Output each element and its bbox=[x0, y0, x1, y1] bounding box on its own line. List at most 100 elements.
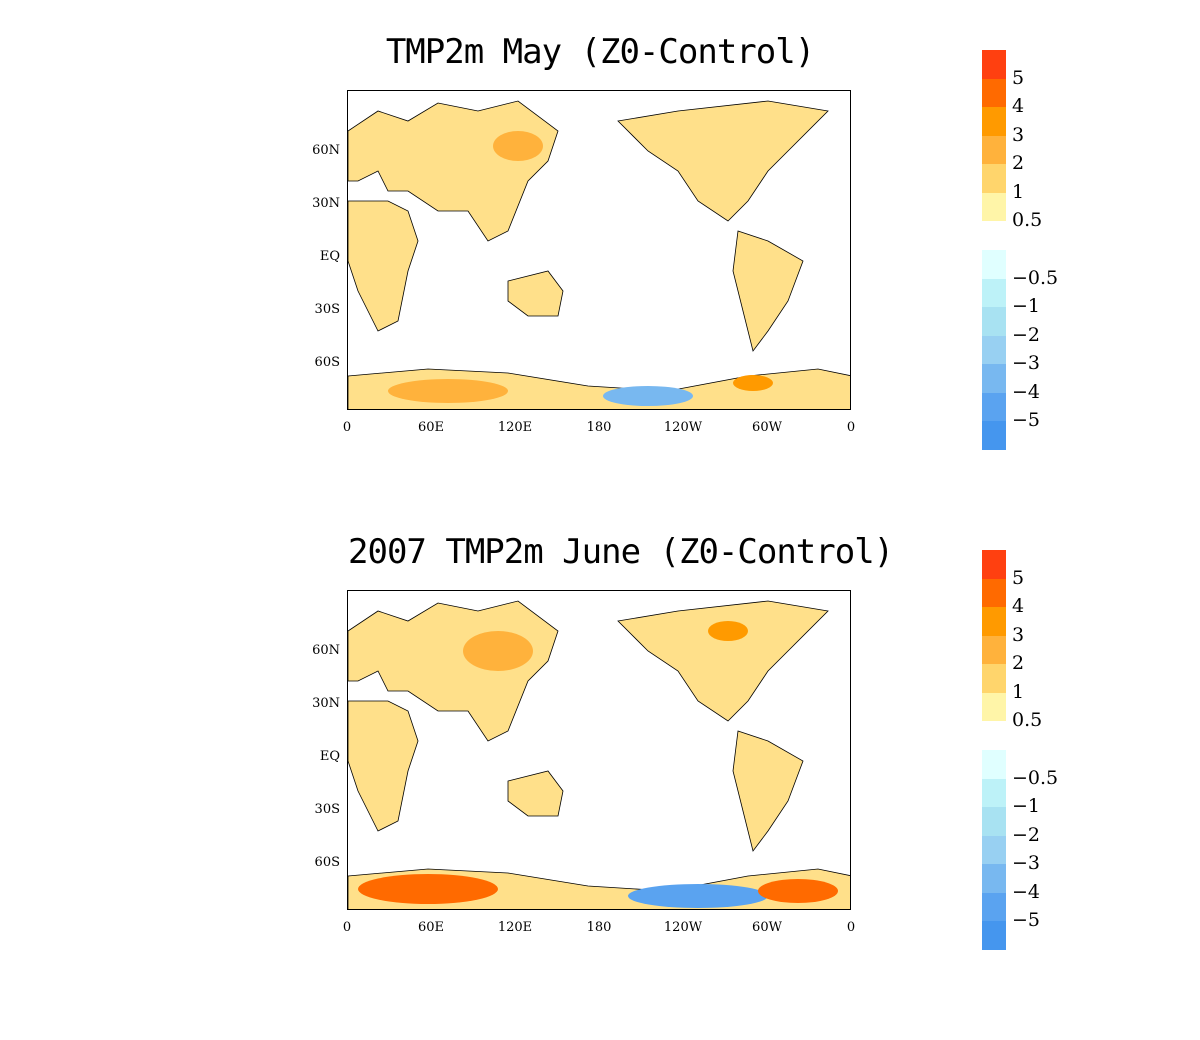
colorbar-label: −2 bbox=[1012, 323, 1041, 346]
colorbar-swatch bbox=[982, 107, 1006, 137]
lon-label-60w: 60W bbox=[752, 920, 782, 935]
colorbar-label: 3 bbox=[1012, 123, 1025, 146]
lat-label-30n: 30N bbox=[312, 696, 340, 711]
colorbar-label: −4 bbox=[1012, 880, 1041, 903]
warm-anomaly-siberia bbox=[463, 631, 533, 671]
map-area bbox=[347, 590, 851, 910]
colorbar-swatch bbox=[982, 192, 1006, 222]
colorbar-swatch bbox=[982, 250, 1006, 280]
colorbar-swatch bbox=[982, 78, 1006, 108]
warm-anomaly-siberia bbox=[493, 131, 543, 161]
colorbar-label: 3 bbox=[1012, 623, 1025, 646]
colorbar-label: −3 bbox=[1012, 352, 1041, 375]
lat-label-eq: EQ bbox=[319, 249, 340, 264]
australia bbox=[507, 770, 564, 817]
colorbar-label: −0.5 bbox=[1012, 266, 1059, 289]
cold-anomaly-ross bbox=[628, 884, 768, 908]
colorbar-swatch bbox=[982, 778, 1006, 808]
cold-anomaly-ross bbox=[603, 386, 693, 406]
continents bbox=[348, 100, 850, 409]
lon-label-180: 180 bbox=[586, 420, 612, 435]
lat-label-30n: 30N bbox=[312, 196, 340, 211]
colorbar-swatch bbox=[982, 664, 1006, 694]
lat-label-eq: EQ bbox=[319, 749, 340, 764]
colorbar-label: −5 bbox=[1012, 409, 1041, 432]
colorbar-label: 2 bbox=[1012, 152, 1025, 175]
colorbar-swatch bbox=[982, 307, 1006, 337]
colorbar-label: 1 bbox=[1012, 680, 1025, 703]
lon-label-0-end: 0 bbox=[846, 420, 856, 435]
colorbar-swatch bbox=[982, 750, 1006, 780]
warm-anomaly-antarctica bbox=[388, 379, 508, 403]
lon-label-60w: 60W bbox=[752, 420, 782, 435]
map-title: TMP2m May (Z0-Control) bbox=[385, 32, 815, 72]
colorbar-label: 5 bbox=[1012, 66, 1025, 89]
colorbar-swatch bbox=[982, 578, 1006, 608]
colorbar-swatch bbox=[982, 364, 1006, 394]
colorbar-label: −5 bbox=[1012, 909, 1041, 932]
north-america bbox=[617, 600, 829, 722]
colorbar-swatch bbox=[982, 892, 1006, 922]
south-america bbox=[732, 730, 804, 852]
colorbar-swatch bbox=[982, 550, 1006, 580]
anomaly-hotspots bbox=[388, 131, 773, 406]
colorbar: 5 4 3 2 1 0.5 −0.5 −1 −2 −3 −4 −5 bbox=[982, 50, 1058, 451]
africa bbox=[348, 200, 419, 332]
colorbar-label: −4 bbox=[1012, 380, 1041, 403]
colorbar-label: −1 bbox=[1012, 795, 1041, 818]
colorbar-label: 5 bbox=[1012, 566, 1025, 589]
lon-label-60e: 60E bbox=[417, 920, 445, 935]
lon-label-60e: 60E bbox=[417, 420, 445, 435]
colorbar-swatch bbox=[982, 721, 1006, 751]
warm-anomaly-peninsula bbox=[758, 879, 838, 903]
warm-anomaly-canada bbox=[708, 621, 748, 641]
warm-anomaly-peninsula bbox=[733, 375, 773, 391]
lat-label-60n: 60N bbox=[312, 143, 340, 158]
lon-label-0-end: 0 bbox=[846, 920, 856, 935]
south-america bbox=[732, 230, 804, 352]
colorbar-swatch bbox=[982, 921, 1006, 951]
map-title: 2007 TMP2m June (Z0-Control) bbox=[348, 532, 894, 572]
anomaly-hotspots bbox=[358, 621, 838, 908]
map-svg bbox=[348, 600, 850, 909]
colorbar-swatch bbox=[982, 864, 1006, 894]
continents bbox=[348, 600, 850, 909]
panel-june: 2007 TMP2m June (Z0-Control) 60N 30N EQ … bbox=[0, 532, 1200, 1040]
lat-label-30s: 30S bbox=[314, 802, 340, 817]
colorbar-swatch bbox=[982, 635, 1006, 665]
lon-label-0: 0 bbox=[342, 920, 352, 935]
panel-may: TMP2m May (Z0-Control) 60N 30N EQ 30S 60… bbox=[0, 32, 1200, 540]
lat-label-60n: 60N bbox=[312, 643, 340, 658]
lat-label-60s: 60S bbox=[314, 855, 340, 870]
colorbar-swatch bbox=[982, 50, 1006, 80]
colorbar-label: 0.5 bbox=[1012, 709, 1043, 732]
colorbar-label: 4 bbox=[1012, 95, 1025, 118]
lat-label-60s: 60S bbox=[314, 355, 340, 370]
colorbar-label: −2 bbox=[1012, 823, 1041, 846]
lon-label-120e: 120E bbox=[497, 920, 533, 935]
africa bbox=[348, 700, 419, 832]
colorbar-label: 2 bbox=[1012, 652, 1025, 675]
lon-label-0: 0 bbox=[342, 420, 352, 435]
australia bbox=[507, 270, 564, 317]
colorbar-label: −1 bbox=[1012, 295, 1041, 318]
colorbar-swatch bbox=[982, 807, 1006, 837]
lon-label-120w: 120W bbox=[663, 920, 703, 935]
colorbar-swatch bbox=[982, 335, 1006, 365]
lon-label-120w: 120W bbox=[663, 420, 703, 435]
north-america bbox=[617, 100, 829, 222]
colorbar-swatch bbox=[982, 392, 1006, 422]
lon-label-180: 180 bbox=[586, 920, 612, 935]
colorbar: 5 4 3 2 1 0.5 −0.5 −1 −2 −3 −4 −5 bbox=[982, 550, 1058, 951]
colorbar-label: −3 bbox=[1012, 852, 1041, 875]
colorbar-swatch bbox=[982, 278, 1006, 308]
colorbar-swatch bbox=[982, 607, 1006, 637]
colorbar-label: 0.5 bbox=[1012, 209, 1043, 232]
colorbar-swatch bbox=[982, 692, 1006, 722]
colorbar-swatch bbox=[982, 221, 1006, 251]
lon-label-120e: 120E bbox=[497, 420, 533, 435]
map-svg bbox=[348, 100, 850, 409]
colorbar-swatch bbox=[982, 421, 1006, 451]
map-area bbox=[347, 90, 851, 410]
colorbar-swatch bbox=[982, 835, 1006, 865]
